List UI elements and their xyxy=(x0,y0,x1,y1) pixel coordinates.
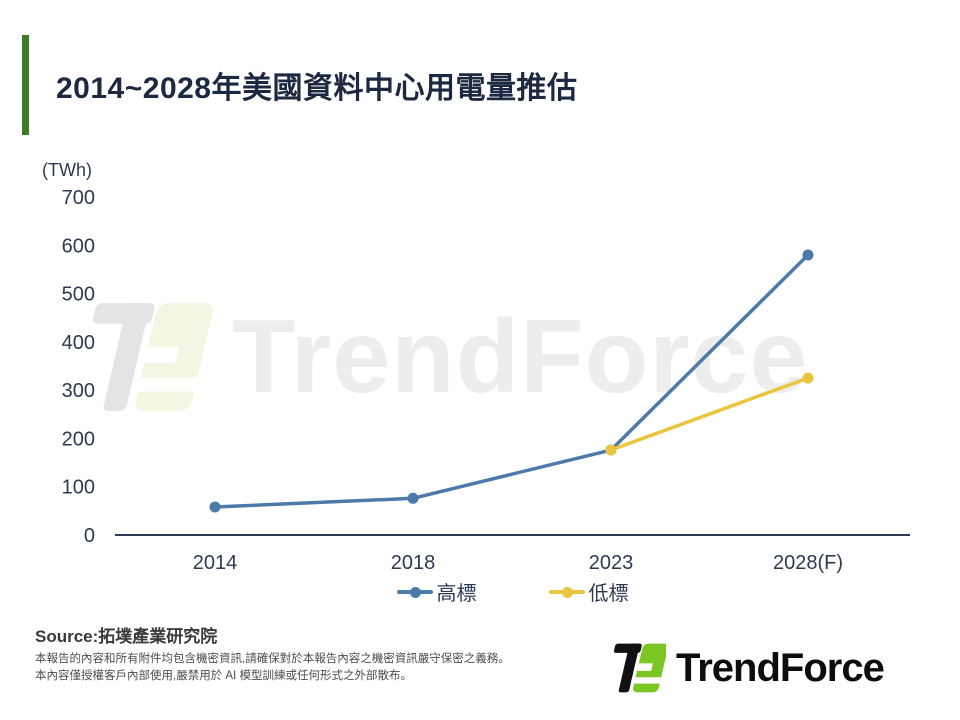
y-tick-label: 0 xyxy=(84,525,95,547)
series-line xyxy=(213,253,810,509)
page-title: 2014~2028年美國資料中心用電量推估 xyxy=(56,72,578,105)
x-tick-label: 2028(F) xyxy=(773,552,843,574)
legend-label: 低標 xyxy=(588,583,629,605)
source-label: Source:拓墣產業研究院 xyxy=(35,627,218,646)
legend-label: 高標 xyxy=(436,583,477,605)
data-point xyxy=(605,444,617,456)
legend: 高標 低標 xyxy=(115,577,910,606)
disclaimer-line-1: 本報告的內容和所有附件均包含機密資訊,請確保對於本報告內容之機密資訊嚴守保密之義… xyxy=(35,653,510,665)
y-tick-label: 400 xyxy=(62,332,95,354)
title-block: 2014~2028年美國資料中心用電量推估 xyxy=(22,35,578,135)
trendforce-logo-text: TrendForce xyxy=(676,645,885,690)
legend-item: 高標 xyxy=(396,577,477,606)
y-tick-label: 300 xyxy=(62,380,95,402)
legend-marker-icon xyxy=(396,586,433,598)
x-tick-label: 2023 xyxy=(589,552,634,574)
y-tick-label: 700 xyxy=(62,187,95,209)
disclaimer: 本報告的內容和所有附件均包含機密資訊,請確保對於本報告內容之機密資訊嚴守保密之義… xyxy=(35,651,510,685)
y-axis-unit-label: (TWh) xyxy=(42,160,92,180)
data-point xyxy=(802,249,814,261)
x-tick-label: 2018 xyxy=(391,552,436,574)
y-tick-label: 500 xyxy=(62,284,95,306)
data-point xyxy=(407,492,419,504)
trendforce-logo-icon xyxy=(613,643,666,693)
disclaimer-line-2: 本內容僅授權客戶內部使用,嚴禁用於 AI 模型訓練或任何形式之外部散布。 xyxy=(35,670,412,682)
data-point xyxy=(209,501,221,513)
y-tick-label: 600 xyxy=(62,235,95,257)
legend-item: 低標 xyxy=(548,577,629,606)
data-point xyxy=(802,372,814,384)
legend-marker-icon xyxy=(548,586,585,598)
y-tick-label: 100 xyxy=(62,477,95,499)
x-tick-label: 2014 xyxy=(193,552,238,574)
trendforce-logo: TrendForce xyxy=(608,641,885,695)
title-accent-bar xyxy=(22,35,29,135)
y-tick-label: 200 xyxy=(62,428,95,450)
series-line xyxy=(609,376,810,452)
